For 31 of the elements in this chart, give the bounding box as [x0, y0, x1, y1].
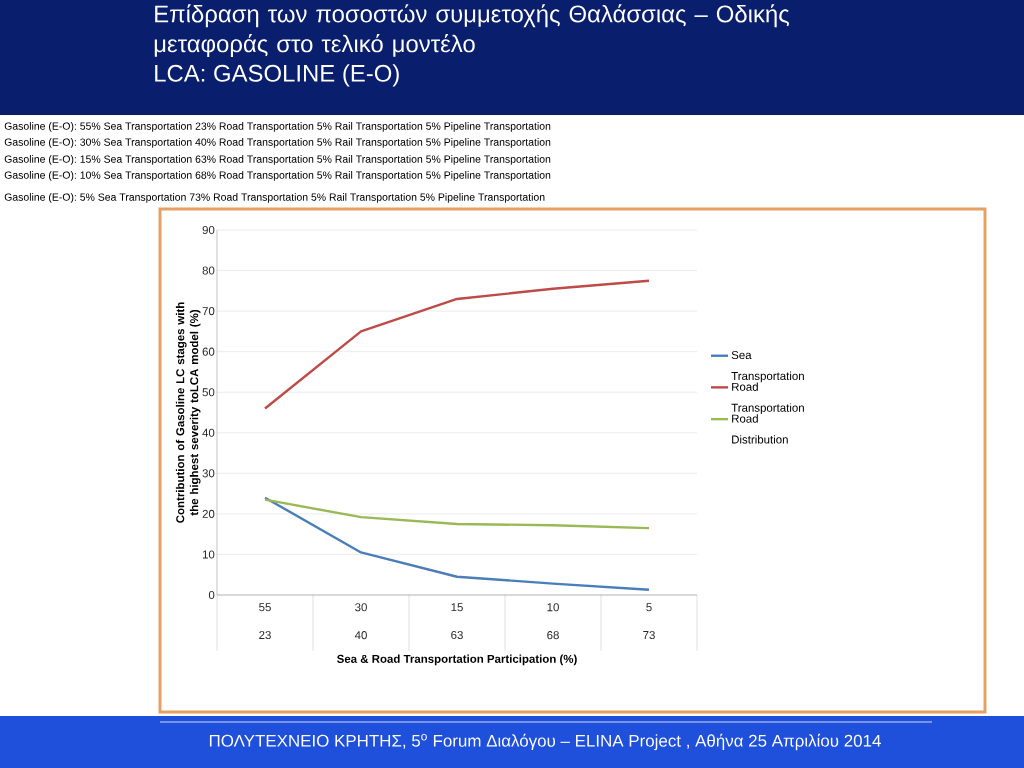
y-tick-label: 50 [202, 388, 215, 397]
text: Gasoline (E-O): 10% Sea Transportation 68% Road Transportation 5% Rail Transportation 5% Pipeline Transportation [4, 171, 551, 181]
text: ΠΟΛΥΤΕΧΝΕΙΟ ΚΡΗΤΗΣ, 5$^{ο}$ Forum Διαλόγου – ELINA Project , Αθήνα 25 Απριλίου 2014 [209, 733, 881, 751]
chart-subtitle: LCA: GASOLINE (E-O) [155, 64, 399, 87]
category-label: 10 68 [547, 603, 559, 640]
line-series [263, 279, 651, 410]
category-label: 30 40 [354, 603, 367, 640]
legend-label: Road Distribution [732, 414, 788, 444]
y-axis-title: Contribution of Gasoline LC stages with the highest severity toLCA model (%) [175, 302, 201, 523]
y-tick-label: 30 [202, 469, 215, 478]
y-tick-label: 70 [202, 307, 215, 316]
legend-label: Sea Transportation [731, 350, 804, 383]
text: Gasoline (E-O): 15% Sea Transportation 63% Road Transportation 5% Rail Transportation 5% Pipeline Transportation [4, 155, 551, 165]
text: Gasoline (E-O): 30% Sea Transportation 40% Road Transportation 5% Rail Transportation 5% Pipeline Transportation [4, 138, 551, 148]
y-tick-label: 60 [202, 347, 215, 356]
category-label: 5 73 [643, 603, 655, 640]
legend-label: Road Transportation [731, 382, 804, 415]
y-tick-label: 90 [202, 225, 215, 235]
y-tick-label: 80 [202, 266, 215, 275]
y-tick-label: 40 [202, 428, 215, 437]
x-axis-title: Sea & Road Transportation Participation (%) [337, 654, 577, 666]
category-label: 55 23 [259, 603, 271, 640]
y-tick-label: 20 [202, 509, 215, 518]
y-tick-label: 0 [208, 590, 215, 600]
category-label: 15 63 [451, 603, 463, 640]
line-series [263, 496, 651, 591]
chart-title: Επίδραση των ποσοστών συμμετοχής Θαλάσσιας – Οδικής μεταφοράς στο τελικό μοντέλο [154, 4, 789, 58]
line-series [263, 498, 651, 530]
y-tick-label: 10 [202, 550, 215, 559]
text: Gasoline (E-O): 5% Sea Transportation 73% Road Transportation 5% Rail Transportation 5% Pipeline Transportation [4, 193, 545, 203]
text: Gasoline (E-O): 55% Sea Transportation 23% Road Transportation 5% Rail Transportation 5% Pipeline Transportation [4, 122, 551, 132]
